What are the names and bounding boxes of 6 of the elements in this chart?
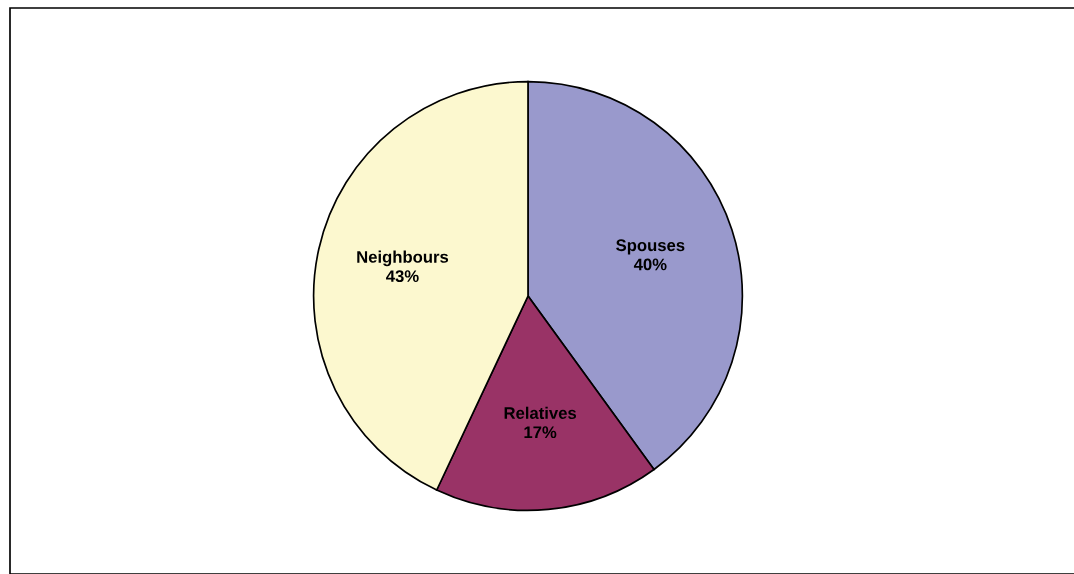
data-label: 17%: [524, 426, 557, 439]
slice-label: Neighbours: [357, 250, 449, 267]
slice-label: Spouses: [616, 239, 685, 255]
data-label: 40%: [633, 258, 667, 271]
slice-label: Relatives: [504, 406, 577, 419]
data-label: 43%: [386, 270, 419, 283]
